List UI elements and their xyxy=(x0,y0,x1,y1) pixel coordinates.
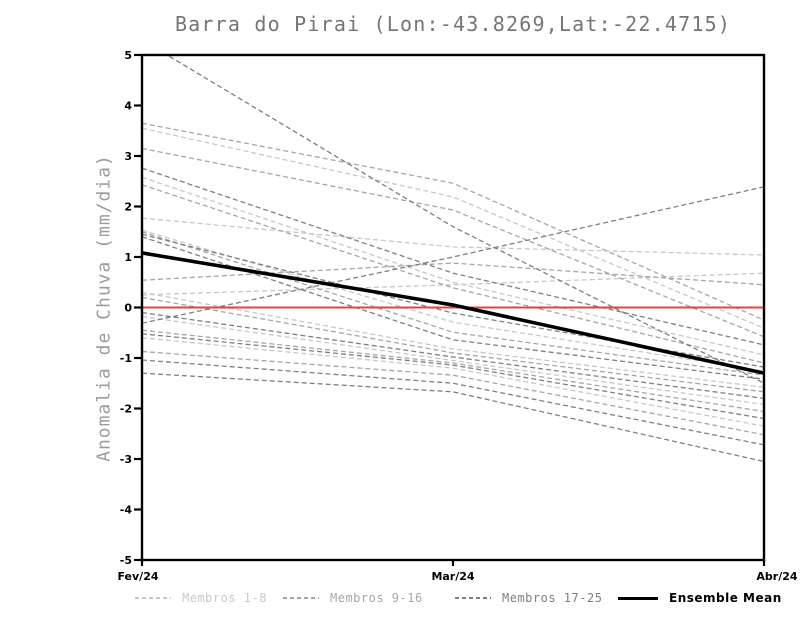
y-tick-label: 5 xyxy=(124,49,132,62)
x-tick-label: Abr/24 xyxy=(756,570,797,583)
dashed-line-swatch xyxy=(135,597,171,599)
x-tick-label: Fev/24 xyxy=(117,570,158,583)
y-tick-label: -1 xyxy=(120,352,132,365)
y-tick-label: 3 xyxy=(124,150,132,163)
solid-line-swatch xyxy=(618,596,658,600)
legend-item-membros-9-16: Membros 9-16 xyxy=(283,590,423,606)
y-tick-label: 1 xyxy=(124,251,132,264)
dashed-line-swatch xyxy=(283,597,319,599)
y-tick-label: -2 xyxy=(120,403,132,416)
ensemble-mean-line xyxy=(142,251,764,375)
legend: Membros 1-8 Membros 9-16 Membros 17-25 E… xyxy=(0,590,800,608)
legend-label: Membros 9-16 xyxy=(330,591,423,605)
legend-item-ensemble-mean: Ensemble Mean xyxy=(618,590,782,606)
y-tick-label: -5 xyxy=(120,554,132,567)
legend-label: Membros 1-8 xyxy=(182,591,267,605)
x-tick-label: Mar/24 xyxy=(431,570,474,583)
legend-label: Ensemble Mean xyxy=(669,591,782,605)
y-tick-label: 0 xyxy=(124,302,132,315)
legend-item-membros-17-25: Membros 17-25 xyxy=(455,590,602,606)
y-tick-label: 4 xyxy=(124,100,132,113)
dashed-line-swatch xyxy=(455,597,491,599)
chart-title: Barra do Pirai (Lon:-43.8269,Lat:-22.471… xyxy=(174,12,732,36)
ensemble-member-lines xyxy=(142,55,764,463)
legend-label: Membros 17-25 xyxy=(502,591,603,605)
y-tick-label: 2 xyxy=(124,201,132,214)
y-tick-label: -4 xyxy=(120,504,133,517)
y-tick-label: -3 xyxy=(120,453,132,466)
legend-item-membros-1-8: Membros 1-8 xyxy=(135,590,267,606)
